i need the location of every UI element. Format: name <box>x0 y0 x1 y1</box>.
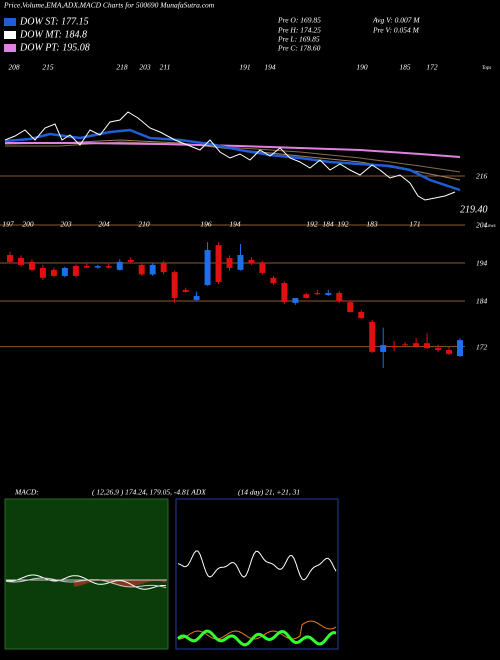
candle-body <box>325 293 332 295</box>
candle-body <box>391 345 398 347</box>
macd-line <box>5 574 167 590</box>
candle-body <box>138 264 145 275</box>
candle-body <box>61 267 68 276</box>
candle-body <box>248 259 255 263</box>
avg-v: Avg V: 0.007 M <box>372 16 420 25</box>
indicator-lines <box>5 550 337 647</box>
candle-body <box>215 245 222 282</box>
peak-label: 184 <box>322 220 334 229</box>
candle-body <box>105 266 112 268</box>
peak-label: 196 <box>200 220 212 229</box>
last-label: 219.40 <box>460 204 488 215</box>
candle-body <box>259 263 266 273</box>
candle-body <box>149 264 156 275</box>
candle-body <box>402 344 409 346</box>
legend-swatch <box>4 18 16 26</box>
peak-label: 192 <box>306 220 318 229</box>
candle-body <box>226 258 233 268</box>
legend-label: DOW MT: 184.8 <box>19 29 87 40</box>
top-label: 185 <box>399 63 411 72</box>
peak-label: 204 <box>98 220 110 229</box>
candle-body <box>336 293 343 301</box>
top-label: 208 <box>8 63 20 72</box>
candle-body <box>182 289 189 292</box>
candle-body <box>204 250 211 286</box>
candle-body <box>116 261 123 270</box>
candle-body <box>39 267 46 278</box>
macd-label: MACD: <box>14 488 39 497</box>
candle-body <box>303 294 310 298</box>
legend-swatch <box>4 31 16 39</box>
macd-panel <box>4 498 169 650</box>
top-label: 172 <box>426 63 438 72</box>
pre-h: Pre H: 174.25 <box>277 26 321 35</box>
top-label: 191 <box>239 63 250 72</box>
candle-body <box>314 293 321 295</box>
candle-body <box>369 321 376 352</box>
candle-body <box>7 255 13 262</box>
candle-body <box>28 261 35 270</box>
candle-body <box>380 345 387 352</box>
candle-body <box>281 283 288 303</box>
peak-label: 192 <box>337 220 349 229</box>
pre-c: Pre C: 178.60 <box>277 44 321 53</box>
adx-line <box>177 629 337 647</box>
legend-label: DOW ST: 177.15 <box>19 16 89 27</box>
candle-body <box>50 269 57 276</box>
candle-body <box>292 297 299 303</box>
ema-line <box>4 128 461 192</box>
peak-label: 210 <box>138 220 150 229</box>
top-label: 190 <box>356 63 368 72</box>
candle-body <box>171 272 178 298</box>
candle-body <box>83 266 90 268</box>
ema-line <box>5 142 461 158</box>
peak-label: 200 <box>22 220 34 229</box>
candle-body <box>347 302 354 313</box>
lows-label: Lows <box>484 224 496 229</box>
level-label: 216 <box>476 172 488 181</box>
candle-body <box>127 259 134 262</box>
y-tick-label: 194 <box>476 259 488 268</box>
pre-v: Pre V: 0.054 M <box>372 26 420 35</box>
y-tick-label: 184 <box>476 297 488 306</box>
candle-body <box>160 263 167 273</box>
legend-swatch <box>4 44 16 52</box>
candle-body <box>193 296 200 300</box>
candle-body <box>457 340 463 357</box>
macd-params: ( 12,26,9 ) 174.24, 179.05, -4.81 ADX <box>92 488 206 497</box>
candle-body <box>358 312 365 319</box>
legend-label: DOW PT: 195.08 <box>19 42 90 53</box>
price-line <box>4 111 456 201</box>
y-tick-label: 172 <box>476 342 488 351</box>
pre-o: Pre O: 169.85 <box>277 16 321 25</box>
candle-body <box>435 348 442 351</box>
adx-di <box>177 550 337 581</box>
peak-label: 197 <box>2 220 14 229</box>
tops-label: Tops <box>482 66 491 71</box>
pre-l: Pre L: 169.85 <box>277 35 320 44</box>
peak-label: 203 <box>60 220 72 229</box>
top-label: 203 <box>139 63 151 72</box>
adx-params: (14 day) 21, +21, 31 <box>238 488 300 497</box>
candle-body <box>237 255 244 270</box>
peak-label: 171 <box>409 220 420 229</box>
y-tick-label: 204 <box>476 221 488 230</box>
top-label: 218 <box>116 63 128 72</box>
title: Price,Volume,EMA,ADX,MACD Charts for 500… <box>3 1 215 10</box>
peak-label: 194 <box>229 220 241 229</box>
candle-body <box>94 266 101 268</box>
candle-body <box>17 258 24 265</box>
adx-panel <box>175 498 339 650</box>
top-label: 194 <box>264 63 276 72</box>
top-label: 215 <box>42 63 54 72</box>
peak-label: 183 <box>366 220 378 229</box>
candle-body <box>446 350 453 354</box>
candle-body <box>270 277 277 284</box>
candle-body <box>72 266 79 276</box>
candle-body <box>424 343 431 349</box>
top-label: 211 <box>160 63 171 72</box>
candle-body <box>413 343 420 347</box>
